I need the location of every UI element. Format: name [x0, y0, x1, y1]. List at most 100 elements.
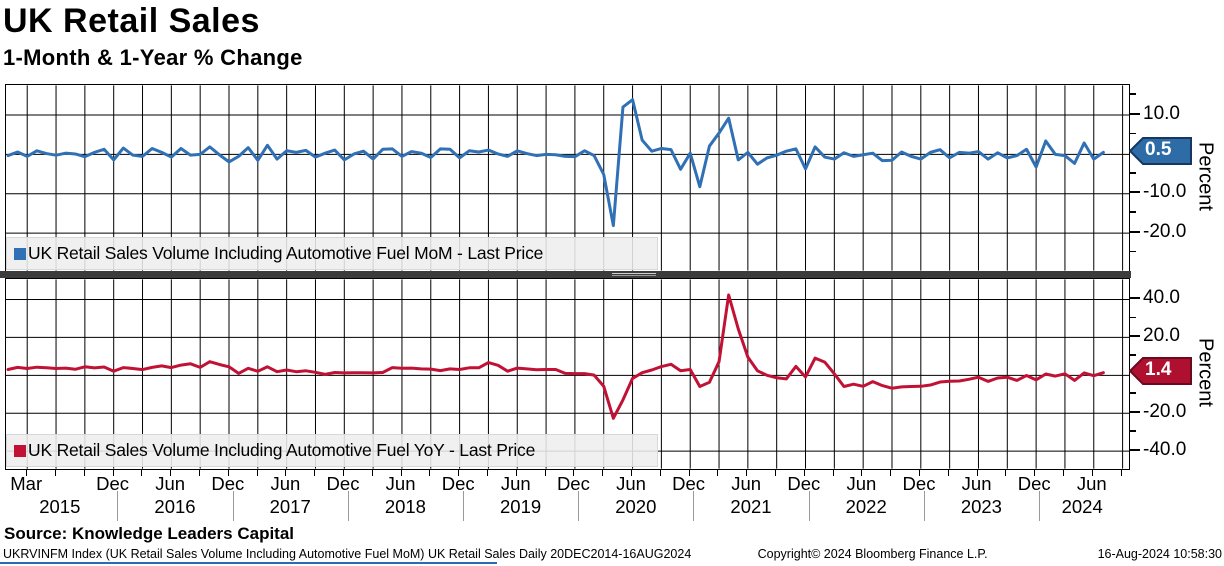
- x-axis-tick: [1091, 470, 1093, 476]
- x-axis-tick: [515, 470, 517, 476]
- x-axis-month-label: Jun: [1076, 473, 1107, 494]
- x-axis-year-label: 2017: [269, 496, 311, 517]
- x-axis-tick: [602, 470, 604, 476]
- x-axis-tick: [429, 470, 431, 476]
- y-axis-tick-label: 20.0: [1143, 324, 1180, 346]
- x-axis-tick: [83, 470, 85, 476]
- x-axis-year-label: 2019: [500, 496, 542, 517]
- y-axis-minor-tick: [1130, 211, 1136, 213]
- percent-axis-label-top: Percent: [1194, 141, 1217, 211]
- yoy-series-line: [6, 293, 1105, 420]
- x-axis-month-label: Dec: [902, 473, 936, 494]
- mom-last-price-value: 0.5: [1145, 138, 1172, 160]
- x-axis-tick: [631, 470, 632, 476]
- y-axis-tick-label: -40.0: [1143, 438, 1187, 460]
- yoy-legend-label: UK Retail Sales Volume Including Automot…: [28, 440, 536, 460]
- mom-last-price-badge: 0.5: [1129, 136, 1193, 166]
- x-axis-tick: [285, 470, 287, 476]
- yoy-legend-swatch-icon: [14, 444, 26, 457]
- y-axis-tick-label: -10.0: [1143, 181, 1187, 203]
- y-axis-minor-tick: [1130, 132, 1136, 135]
- x-axis-month-label: Jun: [155, 473, 186, 494]
- footer-bar: UKRVINFM Index (UK Retail Sales Volume I…: [3, 547, 1222, 561]
- x-axis-year-label: 2016: [154, 496, 196, 517]
- x-axis-tick: [803, 470, 805, 476]
- x-axis-tick: [1063, 470, 1064, 476]
- x-axis-tick: [1034, 470, 1036, 476]
- x-axis-month-label: Jun: [500, 473, 531, 494]
- y-axis-tick-label: -20.0: [1143, 220, 1187, 242]
- percent-axis-label-bottom: Percent: [1194, 337, 1217, 407]
- x-axis-year-separator: [117, 491, 119, 521]
- y-axis-tick-label: 40.0: [1143, 287, 1180, 309]
- x-axis-month-label: Dec: [211, 473, 245, 494]
- y-axis-major-tick: [1130, 448, 1140, 451]
- y-axis-major-tick: [1130, 191, 1140, 194]
- x-axis-tick: [947, 470, 949, 476]
- x-axis-year-label: 2020: [615, 496, 657, 517]
- x-axis-tick: [227, 470, 229, 476]
- x-axis-tick: [314, 470, 316, 476]
- footer-accent-line: [0, 562, 497, 564]
- footer-timestamp: 16-Aug-2024 10:58:30: [1097, 547, 1222, 561]
- x-axis-tick: [544, 470, 546, 476]
- x-axis-year-label: 2023: [960, 496, 1002, 517]
- x-axis-month-label: Dec: [96, 473, 130, 494]
- footer-copyright: Copyright© 2024 Bloomberg Finance L.P.: [757, 547, 988, 561]
- x-axis-month-label: Dec: [556, 473, 590, 494]
- mom-legend-label: UK Retail Sales Volume Including Automot…: [28, 243, 544, 263]
- x-axis-tick: [199, 470, 200, 476]
- x-axis-month-label: Jun: [616, 473, 646, 494]
- x-axis-tick: [659, 470, 661, 476]
- mom-series-line: [6, 98, 1105, 228]
- x-axis-tick: [256, 470, 258, 476]
- x-axis-year-label: 2024: [1061, 496, 1103, 517]
- x-axis-month-label: Dec: [326, 473, 360, 494]
- yoy-last-price-value: 1.4: [1145, 359, 1172, 381]
- x-axis-year-separator: [1039, 491, 1040, 521]
- y-axis-tick-label: -20.0: [1143, 400, 1187, 422]
- y-axis-minor-tick: [1130, 316, 1136, 318]
- yoy-legend[interactable]: UK Retail Sales Volume Including Automot…: [6, 434, 658, 467]
- x-axis-tick: [688, 470, 690, 476]
- y-axis-tick-label: 10.0: [1143, 102, 1180, 124]
- x-axis-year-separator: [578, 491, 580, 521]
- x-axis-month-label: Jun: [385, 473, 416, 494]
- x-axis-tick: [573, 470, 575, 476]
- x-axis-tick: [487, 470, 488, 476]
- y-axis-minor-tick: [1130, 354, 1136, 356]
- x-axis-month-label: Jun: [731, 473, 762, 494]
- x-axis-year-separator: [923, 491, 925, 521]
- x-axis-tick: [976, 470, 978, 476]
- y-axis-minor-tick: [1130, 392, 1136, 394]
- x-axis-tick: [26, 470, 28, 476]
- y-axis-minor-tick: [1130, 430, 1136, 432]
- mom-legend[interactable]: UK Retail Sales Volume Including Automot…: [6, 237, 658, 270]
- x-axis-month-label: Jun: [846, 473, 877, 494]
- x-axis-tick: [371, 470, 373, 476]
- source-label: Source: Knowledge Leaders Capital: [4, 524, 295, 543]
- y-axis-minor-tick: [1130, 93, 1136, 95]
- x-axis-tick: [919, 470, 920, 476]
- x-axis-tick: [400, 470, 402, 476]
- y-axis-major-tick: [1130, 334, 1140, 337]
- x-axis-month-label: Dec: [672, 473, 706, 494]
- x-axis-tick: [861, 470, 863, 476]
- y-axis-major-tick: [1130, 297, 1140, 300]
- x-axis-year-separator: [347, 491, 349, 521]
- mom-legend-swatch-icon: [14, 247, 26, 260]
- y-axis-major-tick: [1130, 410, 1140, 413]
- x-axis-year-label: 2021: [730, 496, 772, 517]
- x-axis-year-separator: [232, 491, 234, 521]
- x-axis-month-label: Jun: [961, 473, 992, 494]
- x-axis-tick: [890, 470, 892, 476]
- x-axis-tick: [112, 470, 114, 476]
- x-axis-tick: [1005, 470, 1007, 476]
- panel-splitter[interactable]: [0, 271, 1131, 278]
- x-axis-tick: [458, 470, 460, 476]
- x-axis-month-label: Dec: [787, 473, 821, 494]
- x-axis-year-label: 2022: [845, 496, 887, 517]
- y-axis-minor-tick: [1130, 172, 1136, 174]
- x-axis-tick: [775, 470, 776, 476]
